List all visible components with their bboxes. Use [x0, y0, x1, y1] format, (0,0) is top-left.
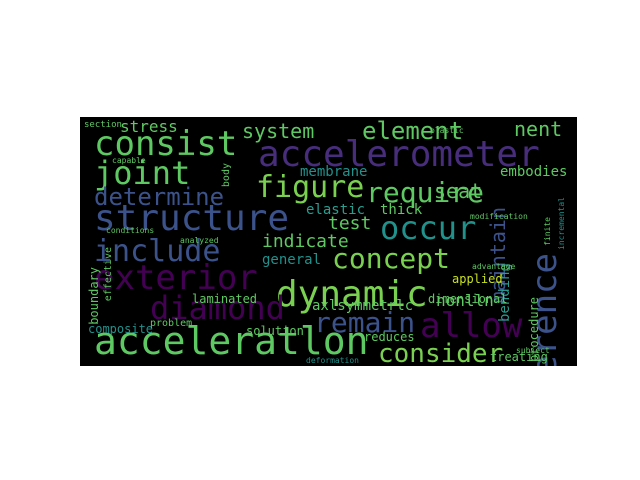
word-structure: structure [94, 198, 290, 239]
word-membrane: membrane [300, 164, 368, 180]
word-exterior: exterior [94, 258, 258, 298]
word-test: test [328, 213, 372, 234]
word-laminated: laminated [192, 292, 258, 306]
word-capable: capable [112, 156, 146, 165]
word-deformation: deformation [306, 356, 359, 365]
word-nent: nent [514, 117, 563, 141]
word-remain: remain [314, 306, 416, 339]
word-consider: consider [378, 339, 504, 366]
word-diamond: diamond [150, 289, 285, 327]
word-effective: effective [103, 247, 114, 302]
word-stress: stress [120, 117, 178, 136]
word-joint: joint [94, 154, 191, 192]
word-incremental: incremental [557, 197, 566, 250]
word-require: require [366, 176, 485, 209]
word-indicate: indicate [262, 231, 349, 252]
word-subject: subject [516, 346, 550, 355]
word-reduces: reduces [364, 330, 415, 344]
word-general: general [262, 252, 322, 268]
word-composite: composite [88, 322, 154, 336]
word-embodies: embodies [500, 164, 568, 180]
word-cloud: accelerometer acceleratlon structure refere… [80, 117, 577, 366]
word-seat: seat [434, 179, 483, 203]
word-finite: finite [543, 217, 552, 246]
word-nonlln: nonlln [436, 291, 494, 310]
word-thick: thick [380, 202, 423, 218]
word-acceleratlon: acceleratlon [94, 319, 369, 363]
word-dimensional: dimensional [428, 292, 508, 306]
word-advantage: advantage [472, 262, 516, 271]
word-allow: allow [420, 306, 523, 346]
word-conditions: conditions [106, 226, 155, 235]
word-determine: determine [94, 183, 225, 211]
word-dynamic: dynamic [276, 274, 428, 315]
word-plastic: plastic [430, 126, 464, 135]
word-system: system [242, 119, 315, 143]
word-problem: problem [150, 318, 193, 329]
word-consist: consist [94, 124, 238, 164]
word-applied: applied [452, 272, 503, 286]
word-accelerometer: accelerometer [258, 134, 540, 175]
word-concept: concept [332, 242, 451, 275]
word-figure: figure [256, 170, 365, 205]
word-boundary: boundary [87, 267, 101, 325]
word-elastic: elastic [306, 202, 366, 218]
word-modification: modification [470, 212, 528, 221]
word-element: element [362, 117, 464, 145]
word-include: include [94, 234, 221, 269]
word-body: body [221, 163, 232, 188]
word-treating: treating [490, 350, 548, 364]
word-solution: solution [246, 324, 304, 338]
word-section: section [84, 120, 122, 130]
word-occur: occur [380, 209, 477, 247]
word-axlsymmetrlc: axlsymmetrlc [312, 298, 414, 314]
word-analyzed: analyzed [180, 236, 219, 245]
